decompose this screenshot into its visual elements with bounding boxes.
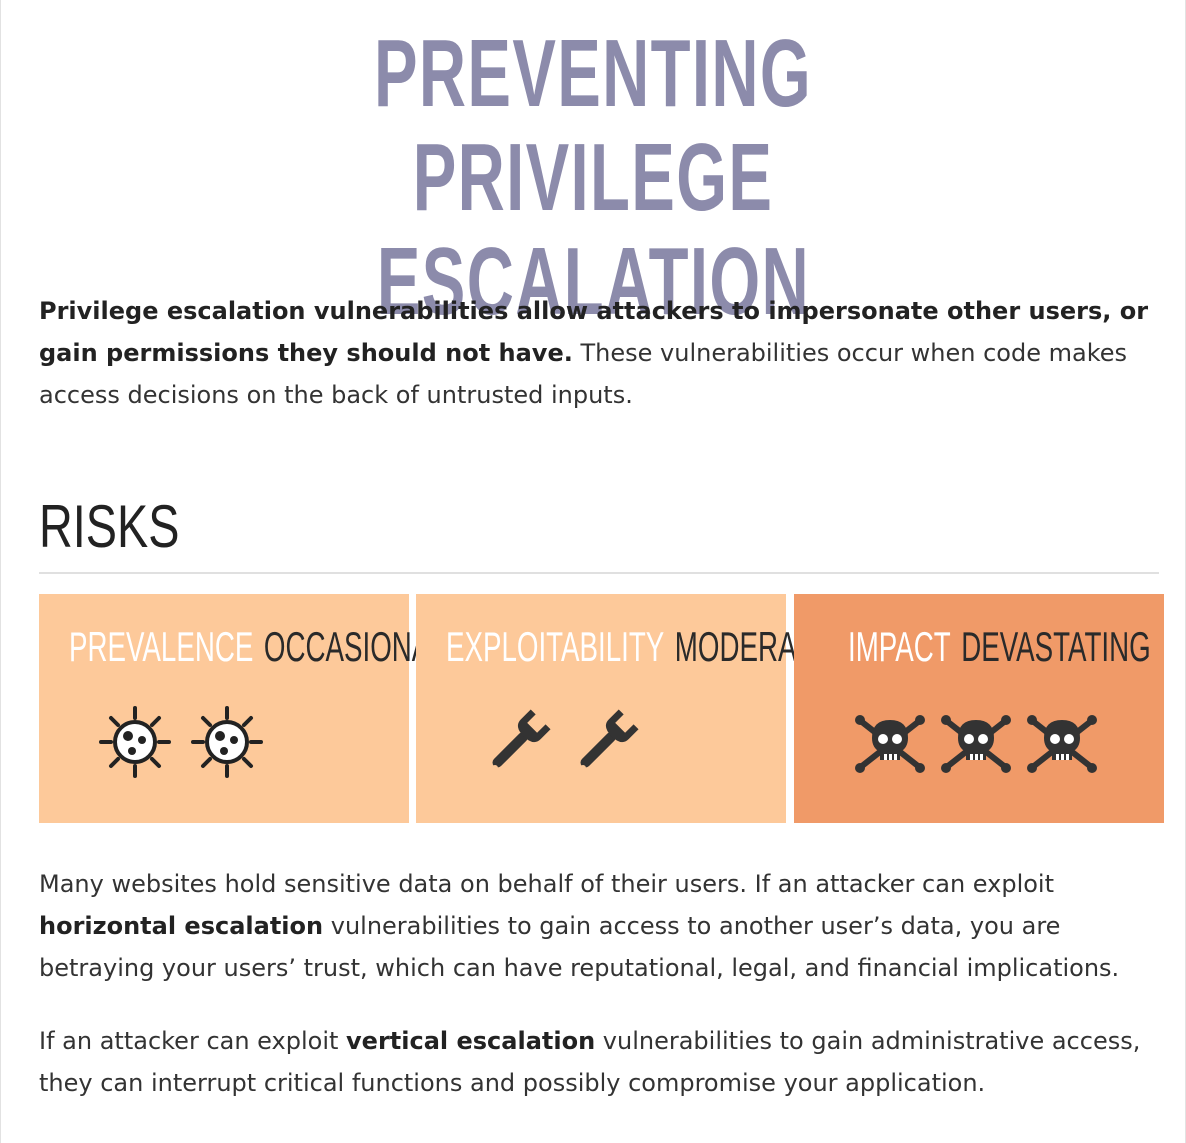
paragraph-text: vulnerabilities to gain access to anothe… [39, 912, 1120, 982]
risk-card-value: DEVASTATING [961, 623, 1151, 670]
paragraph-bold-text: horizontal escalation [39, 912, 324, 940]
intro-text: These vulnerabilities occur when code ma… [39, 339, 1128, 409]
risks-heading: RISKS [39, 493, 180, 560]
risk-rating-icons [854, 712, 1098, 774]
risk-rating-icons [482, 704, 642, 780]
risk-card-prevalence: PREVALENCE OCCASIONAL [39, 594, 446, 823]
risk-card-label: EXPLOITABILITY [446, 623, 665, 670]
virus-icon [99, 706, 171, 778]
intro-paragraph: Privilege escalation vulnerabilities all… [39, 290, 1159, 416]
risk-card-value: OCCASIONAL [263, 623, 446, 670]
risk-card-title: IMPACT DEVASTATING [848, 622, 1151, 672]
page-title-line-1: PREVENTING PRIVILEGE [374, 20, 812, 231]
risk-card-title: PREVALENCE OCCASIONAL [69, 622, 446, 672]
risk-card-label: PREVALENCE [69, 623, 254, 670]
skull-crossbones-icon [1027, 715, 1097, 773]
page-title-line-2: ESCALATION [376, 228, 810, 335]
wrench-icon [492, 709, 551, 771]
horizontal-escalation-paragraph: Many websites hold sensitive data on beh… [39, 863, 1164, 989]
intro-bold-text: Privilege escalation vulnerabilities all… [39, 297, 1149, 367]
paragraph-text: vulnerabilities to gain administrative a… [39, 1027, 1141, 1097]
paragraph-text: Many websites hold sensitive data on beh… [39, 870, 1055, 898]
virus-icon [191, 706, 263, 778]
risk-cards: PREVALENCE OCCASIONAL [39, 594, 1165, 823]
page-title: PREVENTING PRIVILEGE ESCALATION [1, 0, 1185, 334]
risk-card-impact: IMPACT DEVASTATING [794, 594, 1164, 823]
paragraph-text: If an attacker can exploit [39, 1027, 347, 1055]
risk-card-exploitability: EXPLOITABILITY MODERATE [416, 594, 830, 823]
paragraph-bold-text: vertical escalation [346, 1027, 596, 1055]
risk-card-label: IMPACT [848, 623, 951, 670]
skull-crossbones-icon [941, 715, 1011, 773]
vertical-escalation-paragraph: If an attacker can exploit vertical esca… [39, 1020, 1164, 1104]
risk-rating-icons [97, 704, 265, 780]
skull-crossbones-icon [855, 715, 925, 773]
wrench-icon [580, 709, 639, 771]
section-divider [39, 572, 1159, 574]
risk-card-title: EXPLOITABILITY MODERATE [446, 622, 830, 672]
